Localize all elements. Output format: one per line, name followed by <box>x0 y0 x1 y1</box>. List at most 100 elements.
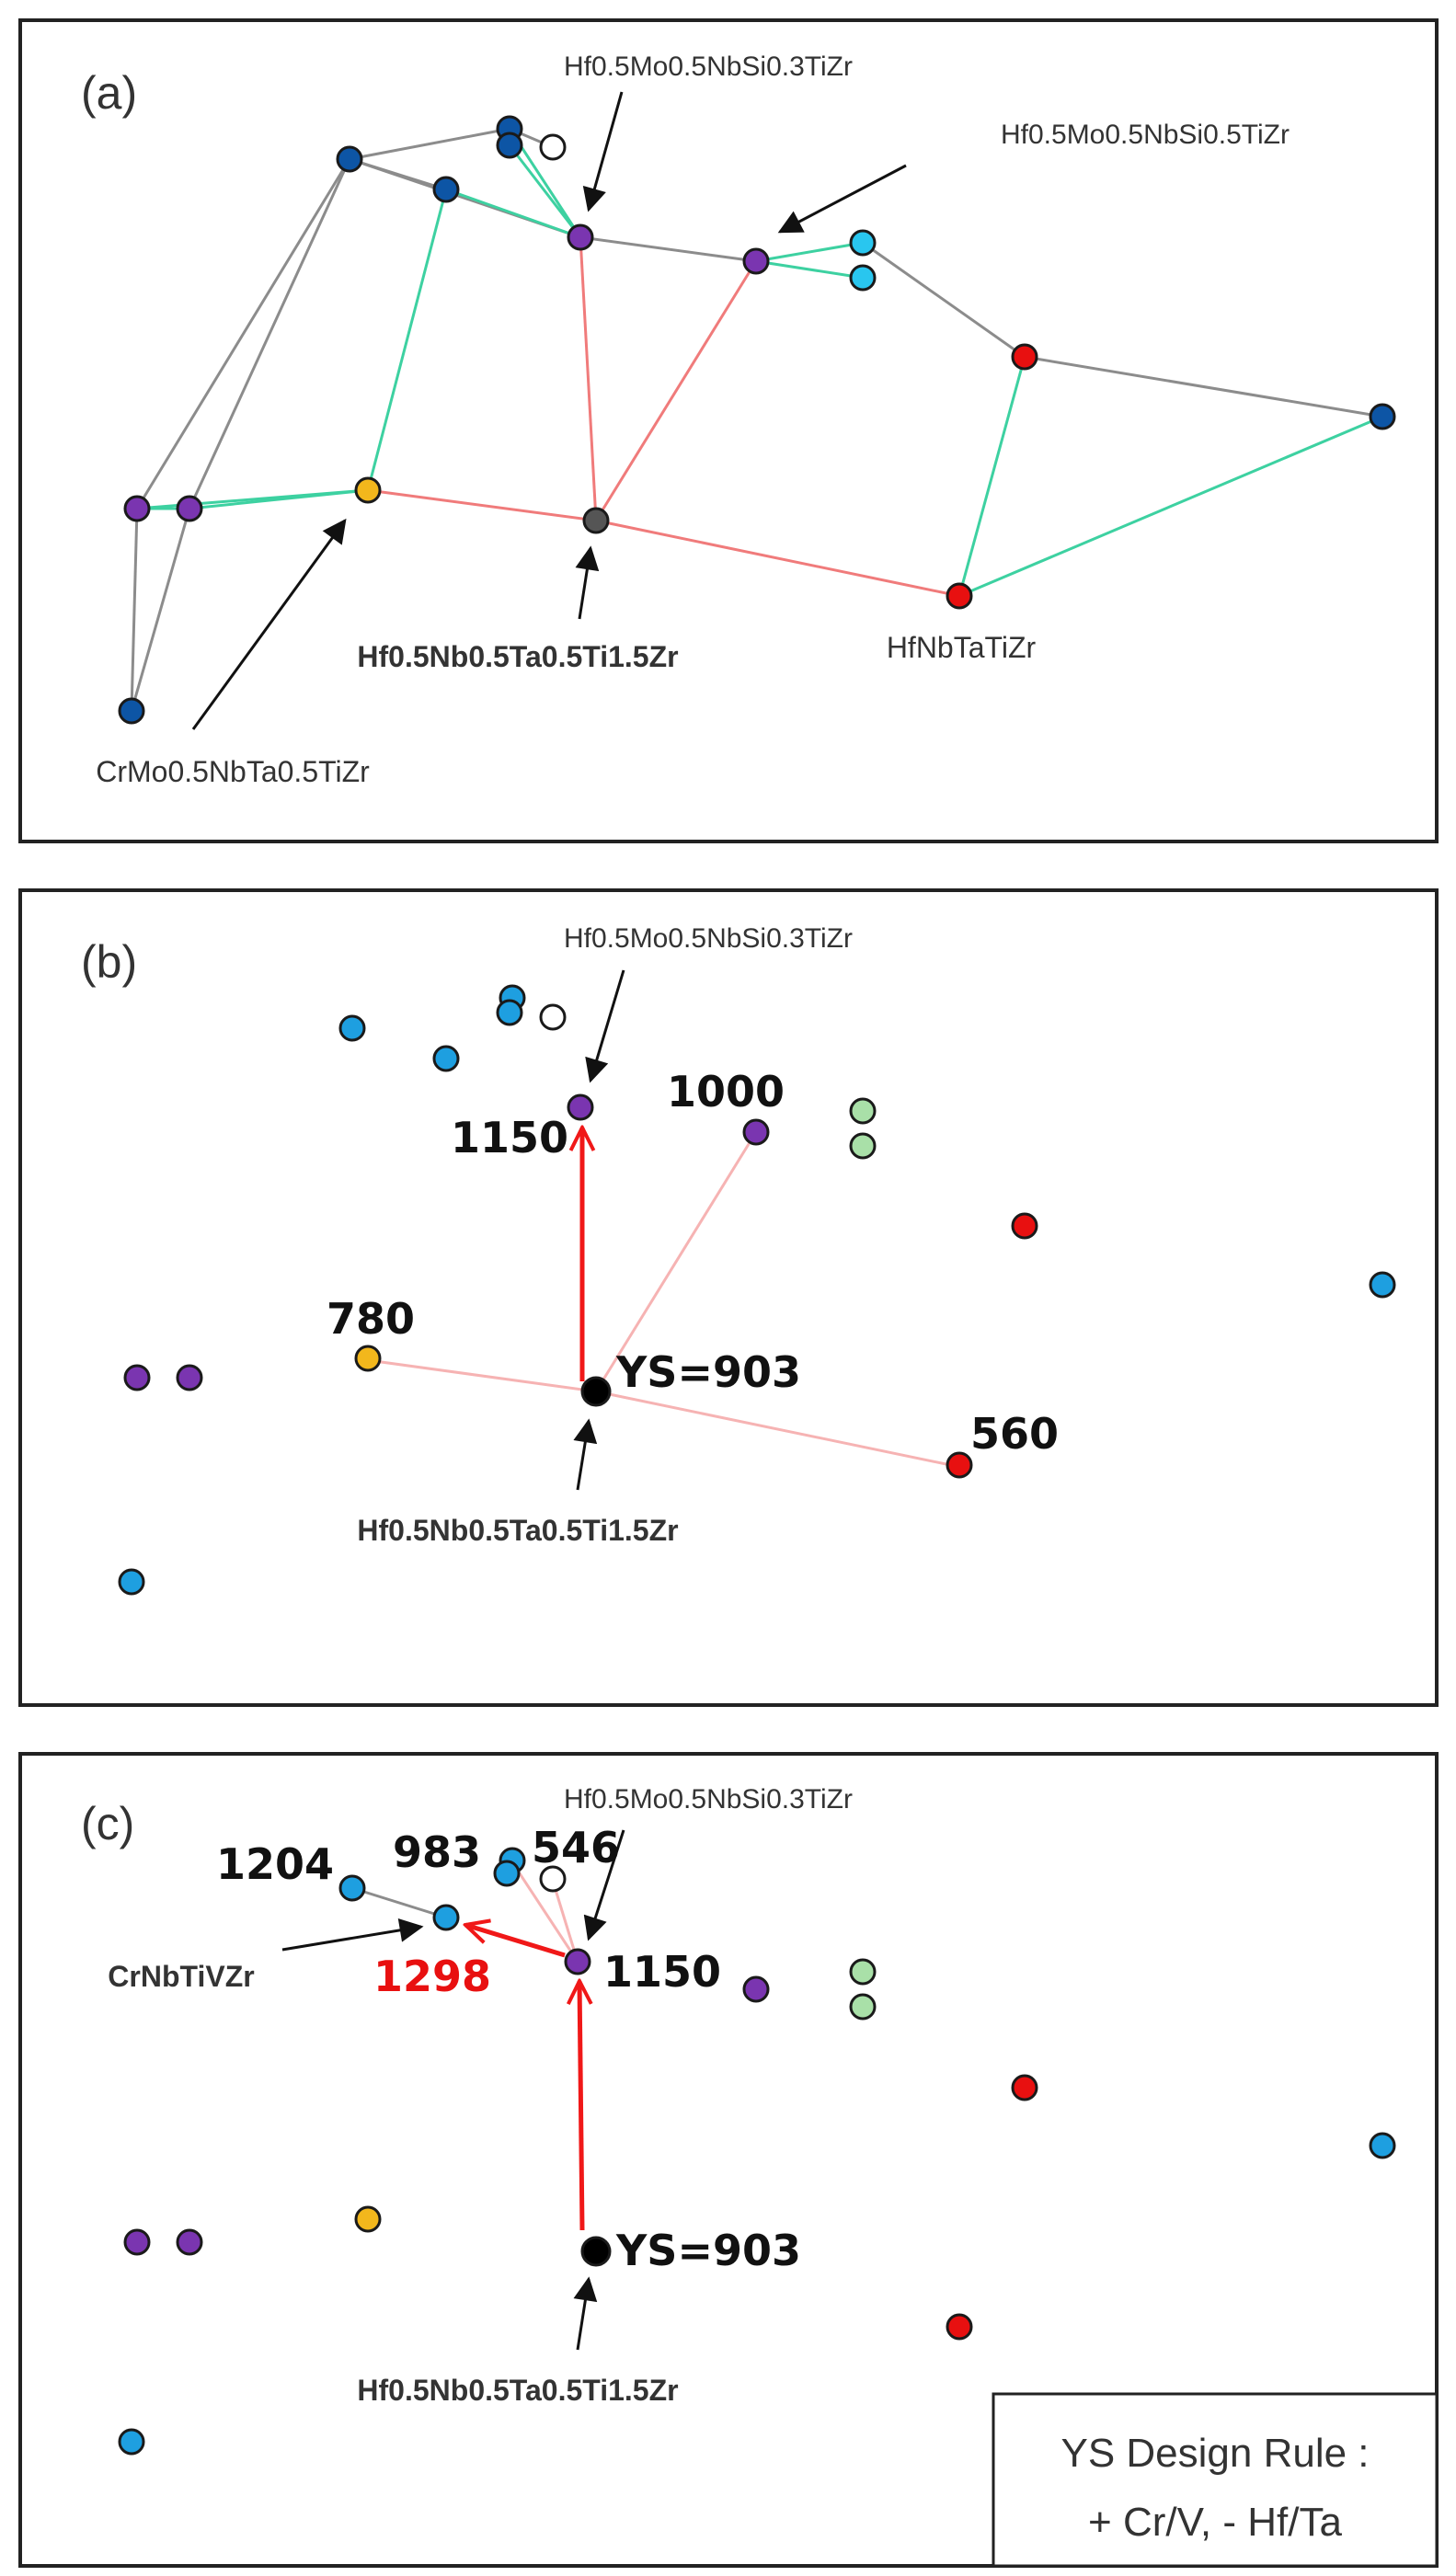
arrow-crnbtivzr <box>281 1918 424 1952</box>
design-rule-frame <box>992 2392 1439 2568</box>
edge <box>349 127 510 161</box>
panel-c-tag: (c) <box>81 1798 134 1849</box>
node-sky <box>496 999 523 1026</box>
panel-a-tag: (a) <box>81 67 137 119</box>
arrow-base <box>575 545 600 620</box>
node-sky <box>493 1860 521 1887</box>
node-purple <box>176 1364 203 1391</box>
node-purple <box>123 1364 151 1391</box>
edge <box>130 508 139 712</box>
edge <box>579 235 757 263</box>
arrow-si03 <box>582 91 624 212</box>
label-si03: Hf0.5Mo0.5NbSi0.3TiZr <box>564 1784 853 1815</box>
arrow-base <box>573 2276 598 2351</box>
arrow-si05 <box>777 164 907 234</box>
red-arrow-to-1150 <box>579 1981 582 2231</box>
node-red <box>1011 1212 1038 1240</box>
node-red-hfnbtatizr <box>946 582 973 610</box>
design-rule-line1: YS Design Rule : <box>1060 2431 1369 2476</box>
node-purple-si03 <box>567 1093 594 1121</box>
panel-a-red-edges <box>367 236 960 598</box>
node-mint <box>849 1097 877 1125</box>
panel-a: (a) <box>18 18 1439 843</box>
node-purple-si03 <box>564 1948 591 1975</box>
node-mint <box>849 1132 877 1160</box>
node-purple <box>123 2228 151 2256</box>
node-sky <box>118 2428 145 2456</box>
arrow-si03 <box>583 1829 625 1941</box>
node-gold <box>354 476 382 504</box>
edge <box>135 158 351 509</box>
value-ys: YS=903 <box>615 2226 801 2275</box>
node-sky <box>338 1014 366 1042</box>
red-arrow-to-1298 <box>465 1925 566 1958</box>
edge <box>1024 355 1383 418</box>
grey-edge-1204 <box>351 1886 447 1919</box>
node-sky <box>1369 2132 1396 2159</box>
node-grey-base <box>582 507 610 534</box>
node-gold <box>354 1345 382 1372</box>
value-1000: 1000 <box>667 1067 785 1116</box>
ray-560 <box>595 1390 960 1469</box>
value-1298: 1298 <box>373 1952 491 2001</box>
node-white <box>539 1003 567 1031</box>
node-red <box>946 1451 973 1479</box>
value-1150: 1150 <box>451 1113 568 1162</box>
node-mint <box>849 1993 877 2021</box>
design-rule-line2: + Cr/V, - Hf/Ta <box>1088 2500 1342 2545</box>
value-560: 560 <box>970 1409 1059 1459</box>
node-black-base <box>580 2236 612 2267</box>
edge <box>130 508 191 712</box>
label-hfnbtatizr: HfNbTaTiZr <box>887 631 1037 664</box>
edge <box>862 241 1026 359</box>
edge <box>957 356 1026 597</box>
node-navy <box>336 145 363 173</box>
panel-c: (c) Hf0.5Mo0.5NbSi0.3TiZr <box>18 1752 1439 2568</box>
edge <box>366 189 448 491</box>
node-sky-crnbtivzr <box>432 1904 460 1931</box>
node-navy <box>432 176 460 203</box>
arrow-base <box>573 1418 598 1491</box>
edge <box>508 144 582 238</box>
node-white <box>539 1865 567 1893</box>
node-purple-si03 <box>567 223 594 251</box>
node-purple <box>176 495 203 522</box>
node-navy <box>496 132 523 159</box>
panel-c-rays <box>510 1861 579 1963</box>
panel-b-tag: (b) <box>81 936 137 988</box>
ray-546 <box>551 1880 579 1963</box>
value-780: 780 <box>327 1294 415 1344</box>
node-purple-si05 <box>742 247 770 275</box>
node-white <box>539 133 567 161</box>
value-ys: YS=903 <box>615 1347 801 1397</box>
panel-a-frame <box>18 18 1439 843</box>
label-si03: Hf0.5Mo0.5NbSi0.3TiZr <box>564 52 853 82</box>
edge <box>958 415 1383 598</box>
value-1204: 1204 <box>216 1839 334 1889</box>
arrow-si03 <box>585 969 625 1083</box>
node-navy <box>1369 403 1396 430</box>
node-purple <box>742 1118 770 1146</box>
node-cyan <box>849 264 877 292</box>
node-gold <box>354 2205 382 2233</box>
ray-983 <box>510 1861 579 1963</box>
edge <box>755 241 864 263</box>
node-red <box>1011 2074 1038 2101</box>
label-base: Hf0.5Nb0.5Ta0.5Ti1.5Zr <box>357 2374 678 2407</box>
edge <box>367 488 597 522</box>
node-cyan <box>849 229 877 257</box>
node-black-base <box>580 1376 612 1407</box>
panel-b: (b) Hf0.5Mo0.5NbSi0.3TiZr Hf0.5N <box>18 888 1439 1707</box>
node-purple <box>123 495 151 522</box>
value-983: 983 <box>393 1827 481 1877</box>
panel-a-teal-edges <box>136 128 1383 598</box>
label-crmo: CrMo0.5NbTa0.5TiZr <box>96 755 370 788</box>
value-1150: 1150 <box>603 1947 721 1997</box>
edge <box>755 259 864 280</box>
edge <box>188 158 351 509</box>
edge <box>579 236 598 521</box>
edge <box>445 188 581 239</box>
node-sky <box>118 1568 145 1596</box>
node-purple <box>176 2228 203 2256</box>
